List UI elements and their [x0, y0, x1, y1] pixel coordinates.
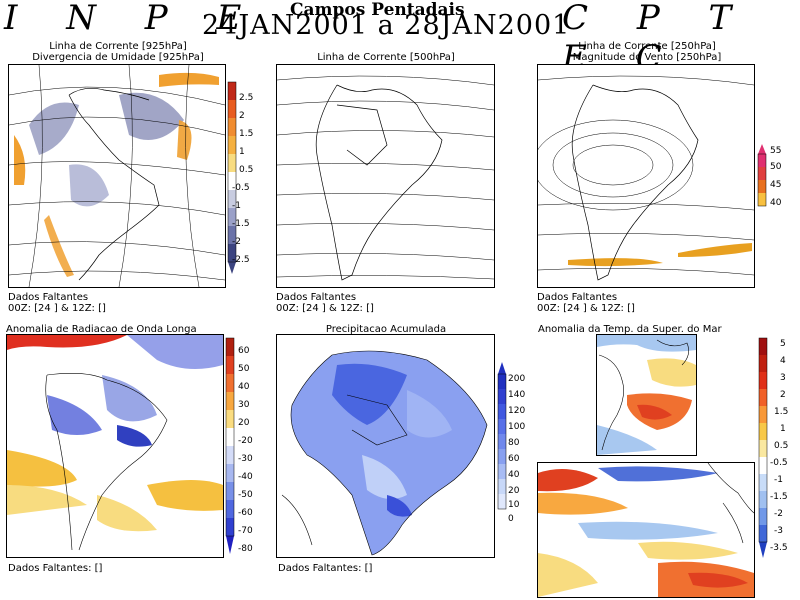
- cb1-label-9: -2.5: [232, 255, 250, 265]
- panel6-colorbar: [757, 336, 769, 566]
- cb4-label-3: 30: [238, 400, 250, 410]
- panel5-map: [276, 334, 495, 558]
- cb1-label-5: -0.5: [232, 183, 250, 193]
- cb6-label-1: 4: [780, 356, 786, 366]
- cb6-label-0: 5: [780, 339, 786, 349]
- cb5-label-7: 20: [508, 486, 520, 496]
- cb6-label-6: 0.5: [774, 441, 789, 451]
- cb4-label-5: -20: [238, 436, 253, 446]
- cb3-label-0: 55: [770, 146, 782, 156]
- cb1-label-4: 0.5: [239, 165, 254, 175]
- panel1-missing: Dados Faltantes 00Z: [24 ] & 12Z: []: [8, 292, 106, 314]
- panel1-title-line2: Divergencia de Umidade [925hPa]: [32, 52, 204, 63]
- panel6-title-line1: Anomalia da Temp. da Super. do Mar: [538, 324, 722, 335]
- cb6-label-12: -3.5: [770, 543, 788, 553]
- cb6-label-11: -3: [774, 526, 783, 536]
- panel6-pacific-map: [537, 462, 755, 598]
- cb5-label-1: 140: [508, 390, 526, 400]
- cb6-label-5: 1: [780, 424, 786, 434]
- cb4-label-8: -50: [238, 490, 253, 500]
- panel3-title: Linha de Corrente [250hPa] Magnitude do …: [537, 41, 757, 63]
- panel2-title-line1: Linha de Corrente [500hPa]: [317, 52, 455, 63]
- panel5-missing: Dados Faltantes: []: [278, 563, 373, 574]
- inpe-logo: I N P E: [4, 0, 261, 38]
- cb3-label-1: 50: [770, 162, 782, 172]
- cb1-label-0: 2.5: [239, 93, 254, 103]
- panel3-missing-detail: 00Z: [24 ] & 12Z: []: [537, 303, 635, 314]
- cb1-label-1: 2: [239, 111, 245, 121]
- cb3-label-2: 45: [770, 180, 782, 190]
- panel1-missing-title: Dados Faltantes: [8, 292, 89, 303]
- panel3-map: [537, 64, 755, 288]
- cb5-label-8: 10: [508, 500, 520, 510]
- cb6-label-4: 1.5: [774, 407, 789, 417]
- panel5-title: Precipitacao Acumulada: [276, 324, 496, 335]
- cb4-label-6: -30: [238, 454, 253, 464]
- cb3-label-3: 40: [770, 198, 782, 208]
- cb4-label-2: 40: [238, 382, 250, 392]
- panel3-missing: Dados Faltantes 00Z: [24 ] & 12Z: []: [537, 292, 635, 314]
- cb5-label-5: 60: [508, 454, 520, 464]
- cb6-label-8: -1: [774, 475, 783, 485]
- panel4-colorbar: [224, 336, 236, 562]
- panel2-missing-detail: 00Z: [24 ] & 12Z: []: [276, 303, 374, 314]
- cb5-label-4: 80: [508, 438, 520, 448]
- panel6-title: Anomalia da Temp. da Super. do Mar: [538, 324, 778, 335]
- cb6-label-10: -2: [774, 509, 783, 519]
- cb1-label-3: 1: [239, 147, 245, 157]
- panel1-map: [8, 64, 226, 288]
- page-title: Campos Pentadais: [290, 0, 465, 20]
- cb4-label-11: -80: [238, 544, 253, 554]
- cb5-label-2: 120: [508, 406, 526, 416]
- cb6-label-2: 3: [780, 373, 786, 383]
- panel1-title: Linha de Corrente [925hPa] Divergencia d…: [8, 41, 228, 63]
- cb5-label-0: 200: [508, 374, 526, 384]
- period-label: 24JAN2001 a 28JAN2001: [202, 10, 571, 41]
- cb1-label-7: -1.5: [232, 219, 250, 229]
- cb5-label-9: 0: [508, 514, 514, 524]
- panel2-title: Linha de Corrente [500hPa]: [276, 52, 496, 63]
- cb1-label-6: -1: [232, 201, 241, 211]
- panel6-atlantic-map: [596, 334, 697, 456]
- panel4-missing: Dados Faltantes: []: [8, 563, 103, 574]
- panel3-title-line1: Linha de Corrente [250hPa]: [578, 41, 716, 52]
- cb4-label-4: 20: [238, 418, 250, 428]
- panel2-map: [276, 64, 495, 288]
- cb4-label-0: 60: [238, 346, 250, 356]
- panel1-title-line1: Linha de Corrente [925hPa]: [49, 41, 187, 52]
- panel4-map: [6, 334, 224, 558]
- cb1-label-8: -2: [232, 237, 241, 247]
- panel4-title-line1: Anomalia de Radiacao de Onda Longa: [6, 324, 197, 335]
- cb1-label-2: 1.5: [239, 129, 254, 139]
- panel2-missing: Dados Faltantes 00Z: [24 ] & 12Z: []: [276, 292, 374, 314]
- panel3-title-line2: Magnitude do Vento [250hPa]: [572, 52, 722, 63]
- cb5-label-3: 100: [508, 422, 526, 432]
- cb5-label-6: 40: [508, 470, 520, 480]
- panel2-missing-title: Dados Faltantes: [276, 292, 357, 303]
- panel3-colorbar: [756, 142, 768, 208]
- cb4-label-7: -40: [238, 472, 253, 482]
- panel5-colorbar: [496, 360, 508, 528]
- panel3-missing-title: Dados Faltantes: [537, 292, 618, 303]
- cb6-label-3: 2: [780, 390, 786, 400]
- cb4-label-9: -60: [238, 508, 253, 518]
- cb6-label-7: -0.5: [770, 458, 788, 468]
- panel1-colorbar: [226, 80, 238, 275]
- panel5-title-line1: Precipitacao Acumulada: [325, 324, 447, 335]
- cb6-label-9: -1.5: [770, 492, 788, 502]
- panel4-title: Anomalia de Radiacao de Onda Longa: [6, 324, 236, 335]
- cb4-label-10: -70: [238, 526, 253, 536]
- cb4-label-1: 50: [238, 364, 250, 374]
- panel1-missing-detail: 00Z: [24 ] & 12Z: []: [8, 303, 106, 314]
